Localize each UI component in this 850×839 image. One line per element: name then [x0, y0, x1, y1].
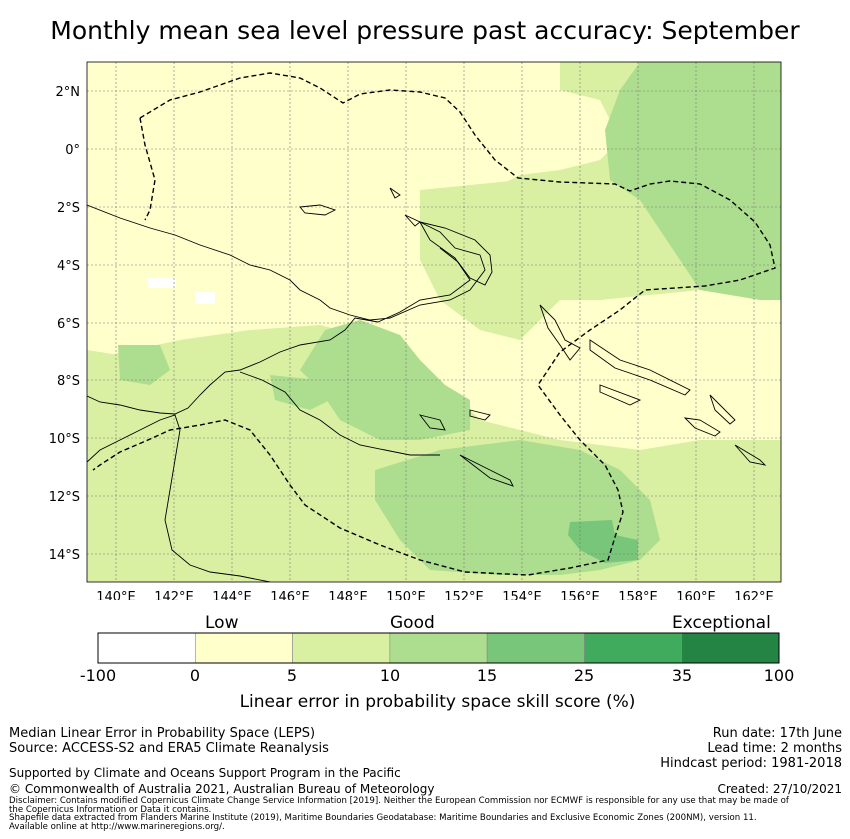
copyright-text: © Commonwealth of Australia 2021, Austra…: [9, 782, 435, 796]
legend-swatch: [97, 632, 196, 664]
legend-tick: 10: [379, 666, 401, 685]
lon-label: 156°E: [560, 590, 600, 600]
legend-swatch: [292, 632, 391, 664]
lowest-skill-patch: [148, 278, 215, 304]
lon-label: 144°E: [212, 590, 252, 600]
latitude-labels: 2°N 0° 2°S 4°S 6°S 8°S 10°S 12°S 14°S: [49, 85, 80, 563]
legend-tick: 35: [671, 666, 693, 685]
higher-skill-region-west: [118, 345, 170, 385]
lon-label: 154°E: [502, 590, 542, 600]
created-text: Created: 27/10/2021: [717, 782, 842, 796]
lon-label: 162°E: [734, 590, 774, 600]
method-text: Median Linear Error in Probability Space…: [9, 726, 316, 741]
lat-label: 10°S: [49, 432, 80, 447]
lon-label: 158°E: [618, 590, 658, 600]
legend-tick: -100: [79, 666, 117, 685]
lead-time-text: Lead time: 2 months: [707, 741, 842, 756]
lat-label: 12°S: [49, 490, 80, 505]
map-frame: [86, 61, 782, 583]
very-good-skill-patch: [568, 520, 638, 563]
australia-coastline: [87, 414, 271, 582]
new-britain-coastline: [419, 221, 493, 286]
hindcast-text: Hindcast period: 1981-2018: [660, 756, 842, 771]
disclaimer-line-2: the Copernicus Information or Data it co…: [9, 805, 212, 815]
legend-category-low: Low: [205, 613, 239, 633]
shapefile-line-1: Shapefile data extracted from Flanders M…: [9, 813, 757, 823]
legend-tick: 5: [286, 666, 298, 685]
islands-north-coastline: [299, 187, 421, 227]
lon-label: 150°E: [386, 590, 426, 600]
support-text: Supported by Climate and Oceans Support …: [9, 766, 401, 780]
lon-label: 140°E: [96, 590, 136, 600]
legend-tick: 25: [573, 666, 595, 685]
disclaimer-line-1: Disclaimer: Contains modified Copernicus…: [9, 796, 789, 806]
lon-label: 146°E: [270, 590, 310, 600]
eez-boundary: [92, 72, 776, 576]
bougainville-coastline: [539, 304, 581, 361]
new-guinea-coastline: [87, 204, 486, 415]
higher-skill-region-east: [605, 62, 781, 300]
run-date-text: Run date: 17th June: [712, 726, 842, 741]
lon-label: 152°E: [444, 590, 484, 600]
legend-swatch: [584, 632, 683, 664]
legend-tick: 0: [189, 666, 201, 685]
good-skill-region-centre: [420, 180, 660, 340]
coastlines: [87, 187, 767, 582]
lat-label: 6°S: [57, 317, 80, 332]
source-text: Source: ACCESS-S2 and ERA5 Climate Reana…: [9, 741, 329, 756]
legend-swatch: [194, 632, 293, 664]
lat-label: 14°S: [49, 548, 80, 563]
legend-swatch: [681, 632, 780, 664]
legend-tick: 100: [763, 666, 795, 685]
papua-south-coastline: [239, 371, 440, 456]
lon-label: 142°E: [154, 590, 194, 600]
louisiade-coastline: [418, 409, 514, 487]
lat-label: 0°: [65, 143, 80, 158]
lat-label: 8°S: [57, 374, 80, 389]
colorbar-frame: [97, 632, 780, 664]
lat-label: 2°N: [56, 85, 81, 100]
graticule: [87, 62, 781, 582]
legend-swatch: [389, 632, 488, 664]
legend-swatch: [486, 632, 585, 664]
skill-map: 2°N 0° 2°S 4°S 6°S 8°S 10°S 12°S 14°S 14…: [49, 61, 782, 600]
lat-label: 2°S: [57, 201, 80, 216]
lat-label: 4°S: [57, 259, 80, 274]
longitude-labels: 140°E 142°E 144°E 146°E 148°E 150°E 152°…: [96, 590, 774, 600]
legend-colorbar: [97, 632, 780, 664]
legend-category-good: Good: [390, 613, 435, 633]
solomon-islands-coastline: [589, 339, 767, 466]
shapefile-line-2: Available online at http://www.marinereg…: [9, 822, 225, 832]
legend-category-exceptional: Exceptional: [672, 613, 771, 633]
higher-skill-region-southwest: [270, 375, 330, 410]
legend-title: Linear error in probability space skill …: [239, 692, 636, 712]
lon-label: 160°E: [676, 590, 716, 600]
legend-tick: 15: [476, 666, 498, 685]
lon-label: 148°E: [328, 590, 368, 600]
map-title: Monthly mean sea level pressure past acc…: [50, 16, 800, 45]
